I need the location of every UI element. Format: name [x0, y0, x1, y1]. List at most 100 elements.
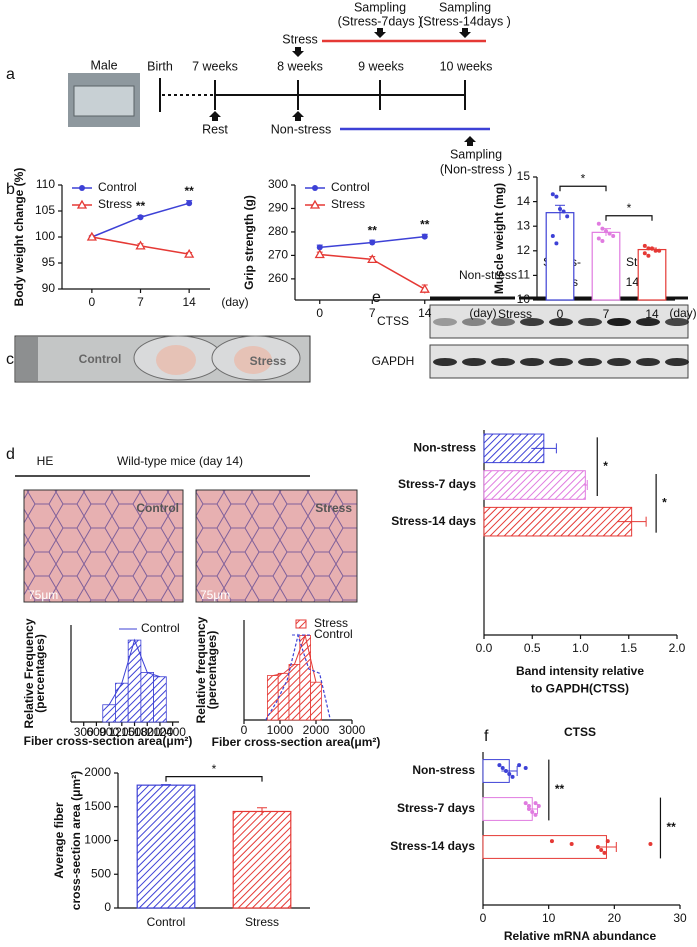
photo-label: Stress — [250, 354, 287, 368]
significance: * — [603, 459, 608, 473]
muscle — [234, 346, 272, 374]
y-tick-label: 13 — [517, 218, 531, 232]
cage — [73, 85, 135, 117]
panel-label: a — [6, 66, 15, 83]
x-tick-label: 300 — [74, 725, 94, 739]
legend-label: Stress — [98, 197, 132, 211]
week-label: 7 weeks — [192, 59, 238, 73]
x-axis-label: Fiber cross-section area(μm²) — [212, 735, 381, 749]
legend-label: Control — [331, 180, 370, 194]
data-point — [533, 812, 538, 817]
legend-label: Stress — [314, 616, 348, 630]
data-point — [599, 847, 604, 852]
blot-band — [636, 358, 660, 366]
data-point — [369, 239, 376, 246]
x-tick-label: 0 — [89, 295, 96, 309]
y-axis-label: Average fiber — [52, 802, 66, 879]
data-point — [316, 244, 323, 251]
significance: ** — [136, 199, 146, 213]
x-tick-label: 3000 — [339, 723, 366, 737]
frequency-line — [265, 633, 331, 721]
blot-band — [607, 318, 631, 326]
significance: ** — [368, 223, 378, 237]
week-label: 8 weeks — [277, 59, 323, 73]
x-tick-label: 7 — [603, 307, 610, 321]
y-tick-label: 260 — [268, 271, 288, 285]
data-point — [648, 842, 653, 847]
y-axis-label: cross-section area (μm²) — [69, 771, 83, 910]
x-axis-label: Band intensity relative — [516, 664, 644, 678]
group-label: Non-stress — [459, 268, 517, 282]
data-point — [137, 214, 144, 221]
significance: * — [662, 496, 667, 510]
arrow — [292, 47, 304, 57]
stress-label: Stress — [282, 32, 317, 46]
histogram-bar — [102, 704, 116, 723]
data-point — [503, 769, 508, 773]
photo-label: Control — [79, 352, 122, 366]
histogram-bar — [288, 664, 301, 721]
data-point — [600, 226, 605, 231]
image-label: Stress — [315, 501, 352, 515]
y-tick-label: 10 — [517, 292, 531, 306]
data-point — [650, 246, 654, 251]
legend-swatch — [295, 619, 307, 629]
blot-band — [578, 358, 602, 366]
blot-band — [433, 318, 457, 326]
sex-label: Male — [90, 58, 117, 72]
scale-bar-label: 75μm — [200, 588, 230, 602]
x-tick-label: 0 — [316, 306, 323, 320]
x-unit-label: (day) — [221, 295, 248, 309]
data-point — [550, 192, 555, 197]
significance: * — [627, 201, 632, 215]
data-point — [602, 850, 607, 855]
x-tick-label: 2.0 — [669, 641, 686, 655]
y-tick-label: 95 — [42, 255, 56, 269]
y-tick-label: 500 — [91, 866, 111, 880]
bar — [637, 248, 667, 301]
y-tick-label: 15 — [517, 169, 531, 183]
legend-label: Control — [314, 627, 353, 641]
bar — [482, 797, 533, 821]
data-point — [367, 254, 378, 264]
panel-label: e — [372, 289, 381, 306]
x-axis-label: to GAPDH(CTSS) — [531, 682, 629, 696]
data-point — [642, 243, 647, 248]
blot-band — [520, 358, 544, 366]
y-axis-label: (percentages) — [33, 634, 47, 713]
x-tick-label: 0.0 — [476, 641, 493, 655]
sampling-label: Sampling — [450, 147, 502, 161]
category-label: Stress-14 days — [390, 839, 475, 853]
x-tick-label: 600 — [86, 725, 106, 739]
data-point — [558, 206, 562, 211]
category-label: Non-stress — [413, 441, 476, 455]
significance: ** — [555, 782, 565, 796]
data-point — [497, 763, 502, 768]
data-point — [607, 231, 612, 236]
y-tick-label: 14 — [517, 194, 531, 208]
blot-band — [491, 358, 515, 366]
sampling-label: (Stress-14days ) — [419, 14, 511, 28]
x-tick-label: 14 — [182, 295, 196, 309]
data-point — [565, 214, 570, 219]
x-tick-label: 0 — [241, 723, 248, 737]
week-label: 9 weeks — [358, 59, 404, 73]
histology-title: Wild-type mice (day 14) — [117, 454, 243, 468]
panel-label: d — [6, 446, 15, 463]
panel-label: f — [484, 728, 489, 745]
significance: ** — [184, 184, 194, 198]
x-axis-label: Fiber cross-section area(μm²) — [24, 734, 193, 748]
x-tick-label: Stress — [245, 915, 279, 929]
week-label: 10 weeks — [440, 59, 493, 73]
category-label: Stress-7 days — [398, 477, 476, 491]
x-tick-label: 1800 — [134, 725, 161, 739]
legend-label: Control — [141, 621, 180, 635]
data-point — [526, 804, 531, 809]
significance: ** — [420, 217, 430, 231]
x-tick-label: 0 — [557, 307, 564, 321]
data-point — [186, 200, 193, 207]
data-point — [596, 236, 601, 241]
data-point — [604, 229, 608, 234]
